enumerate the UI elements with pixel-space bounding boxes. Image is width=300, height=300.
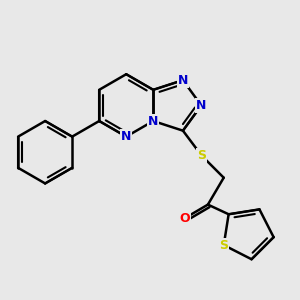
Text: O: O xyxy=(180,212,190,224)
Text: N: N xyxy=(121,130,131,143)
Text: S: S xyxy=(197,149,206,162)
Text: N: N xyxy=(148,115,158,128)
Text: N: N xyxy=(196,99,206,112)
Text: N: N xyxy=(178,74,188,87)
Text: S: S xyxy=(219,238,228,252)
